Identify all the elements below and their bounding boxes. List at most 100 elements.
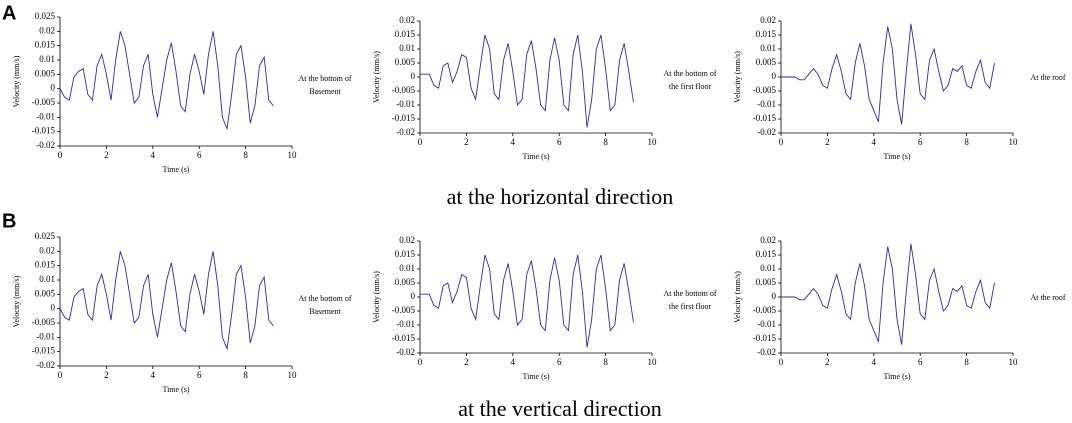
y-tick-label: 0.015 bbox=[35, 260, 56, 270]
x-axis-label: Time (s) bbox=[162, 385, 189, 394]
y-tick-label: 0 bbox=[772, 291, 777, 301]
y-tick-label: -0.005 bbox=[753, 305, 777, 315]
y-tick-label: -0.015 bbox=[753, 113, 777, 123]
x-tick-label: 4 bbox=[511, 357, 516, 367]
data-line bbox=[420, 254, 634, 348]
x-tick-label: 2 bbox=[825, 137, 830, 147]
annotation: At the bottom of bbox=[663, 289, 716, 298]
y-tick-label: -0.015 bbox=[392, 113, 416, 123]
y-tick-label: 0.015 bbox=[395, 249, 416, 259]
y-axis-label: Velocity (mm/s) bbox=[372, 271, 381, 323]
annotation: At the bottom of bbox=[298, 294, 351, 303]
y-tick-label: 0 bbox=[51, 303, 56, 313]
x-tick-label: 2 bbox=[825, 357, 830, 367]
x-tick-label: 6 bbox=[557, 357, 562, 367]
y-tick-label: 0.01 bbox=[760, 43, 776, 53]
y-axis-label: Velocity (mm/s) bbox=[372, 51, 381, 103]
annotation: At the roof bbox=[1030, 293, 1065, 302]
x-tick-label: 4 bbox=[511, 137, 516, 147]
panel-caption: at the horizontal direction bbox=[447, 184, 674, 209]
x-axis-label: Time (s) bbox=[522, 152, 549, 161]
y-tick-label: 0.005 bbox=[395, 57, 416, 67]
y-tick-label: 0.015 bbox=[756, 29, 777, 39]
panel-label: B bbox=[2, 210, 16, 232]
y-tick-label: 0.02 bbox=[399, 15, 415, 25]
y-tick-label: -0.01 bbox=[396, 319, 415, 329]
y-tick-label: 0.025 bbox=[35, 231, 56, 241]
x-tick-label: 2 bbox=[464, 357, 469, 367]
y-axis-label: Velocity (mm/s) bbox=[733, 51, 742, 103]
y-tick-label: 0.01 bbox=[39, 54, 55, 64]
x-tick-label: 2 bbox=[104, 150, 109, 160]
y-tick-label: -0.02 bbox=[396, 127, 415, 137]
y-tick-label: -0.01 bbox=[36, 331, 55, 341]
y-axis-label: Velocity (mm/s) bbox=[733, 271, 742, 323]
x-tick-label: 0 bbox=[418, 137, 423, 147]
x-tick-label: 8 bbox=[243, 370, 248, 380]
y-tick-label: 0 bbox=[772, 71, 777, 81]
y-tick-label: -0.005 bbox=[392, 85, 416, 95]
y-tick-label: 0.005 bbox=[756, 277, 777, 287]
y-tick-label: -0.01 bbox=[396, 99, 415, 109]
x-axis-label: Time (s) bbox=[883, 372, 910, 381]
y-tick-label: 0.015 bbox=[756, 249, 777, 259]
y-tick-label: -0.015 bbox=[392, 333, 416, 343]
y-axis-label: Velocity (mm/s) bbox=[12, 275, 21, 327]
y-tick-label: 0.02 bbox=[760, 15, 776, 25]
y-tick-label: -0.01 bbox=[757, 319, 776, 329]
y-tick-label: 0.005 bbox=[395, 277, 416, 287]
x-tick-label: 10 bbox=[1009, 137, 1019, 147]
y-tick-label: 0 bbox=[411, 71, 416, 81]
y-tick-label: 0.02 bbox=[39, 25, 55, 35]
x-axis-label: Time (s) bbox=[162, 165, 189, 174]
y-tick-label: -0.01 bbox=[757, 99, 776, 109]
y-tick-label: 0.01 bbox=[399, 43, 415, 53]
y-tick-label: -0.02 bbox=[757, 127, 776, 137]
x-tick-label: 6 bbox=[197, 150, 202, 160]
annotation: Basement bbox=[309, 307, 341, 316]
y-tick-label: 0.02 bbox=[760, 235, 776, 245]
x-tick-label: 0 bbox=[418, 357, 423, 367]
y-tick-label: -0.005 bbox=[32, 317, 56, 327]
annotation: At the roof bbox=[1030, 73, 1065, 82]
annotation: the first floor bbox=[669, 302, 712, 311]
y-tick-label: -0.015 bbox=[32, 346, 56, 356]
y-tick-label: -0.005 bbox=[32, 97, 56, 107]
y-tick-label: -0.02 bbox=[396, 347, 415, 357]
x-tick-label: 6 bbox=[918, 357, 923, 367]
data-line bbox=[781, 23, 995, 125]
x-tick-label: 2 bbox=[104, 370, 109, 380]
y-tick-label: 0.005 bbox=[35, 68, 56, 78]
y-tick-label: 0.015 bbox=[395, 29, 416, 39]
annotation: Basement bbox=[309, 87, 341, 96]
x-tick-label: 6 bbox=[557, 137, 562, 147]
x-tick-label: 0 bbox=[58, 150, 63, 160]
y-tick-label: 0 bbox=[51, 83, 56, 93]
y-tick-label: -0.02 bbox=[36, 360, 55, 370]
y-tick-label: -0.02 bbox=[36, 140, 55, 150]
data-line bbox=[59, 31, 274, 131]
x-tick-label: 8 bbox=[964, 137, 969, 147]
y-tick-label: -0.02 bbox=[757, 347, 776, 357]
y-tick-label: 0.005 bbox=[756, 57, 777, 67]
x-tick-label: 4 bbox=[872, 137, 877, 147]
y-axis-label: Velocity (mm/s) bbox=[12, 55, 21, 107]
data-line bbox=[59, 251, 274, 351]
y-tick-label: -0.005 bbox=[753, 85, 777, 95]
x-tick-label: 8 bbox=[603, 357, 608, 367]
y-tick-label: -0.015 bbox=[32, 126, 56, 136]
y-tick-label: -0.01 bbox=[36, 111, 55, 121]
y-tick-label: 0.025 bbox=[35, 11, 56, 21]
y-tick-label: 0.01 bbox=[39, 274, 55, 284]
x-tick-label: 0 bbox=[779, 357, 784, 367]
x-tick-label: 0 bbox=[779, 137, 784, 147]
x-tick-label: 8 bbox=[603, 137, 608, 147]
y-tick-label: -0.005 bbox=[392, 305, 416, 315]
x-axis-label: Time (s) bbox=[522, 372, 549, 381]
x-tick-label: 10 bbox=[288, 370, 298, 380]
x-tick-label: 6 bbox=[918, 137, 923, 147]
x-tick-label: 10 bbox=[1009, 357, 1019, 367]
x-tick-label: 6 bbox=[197, 370, 202, 380]
y-tick-label: 0.005 bbox=[35, 288, 56, 298]
